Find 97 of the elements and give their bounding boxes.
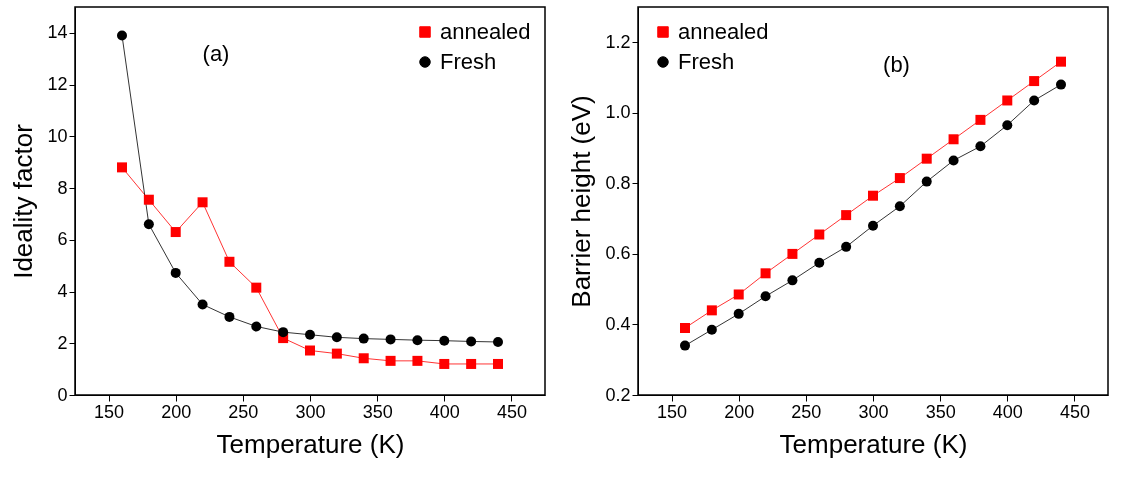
y-tick-label: 0.4 — [605, 313, 631, 334]
point — [412, 355, 423, 366]
y-tick-label: 4 — [57, 281, 68, 302]
point — [143, 219, 154, 230]
point — [1029, 76, 1040, 87]
point — [331, 348, 342, 359]
point — [680, 322, 690, 333]
x-tick-label: 350 — [362, 401, 393, 422]
annotation: (b) — [883, 52, 910, 78]
point — [305, 345, 315, 356]
point — [1056, 56, 1066, 67]
x-tick-label: 350 — [925, 401, 956, 422]
y-axis-title: Barrier height (eV) — [566, 95, 597, 308]
point — [385, 334, 396, 345]
point — [814, 257, 825, 268]
x-tick-label: 150 — [94, 401, 125, 422]
y-tick-label: 14 — [47, 22, 68, 43]
y-tick-label: 10 — [47, 125, 68, 146]
point — [975, 141, 986, 152]
point — [948, 155, 959, 166]
point — [841, 210, 852, 221]
y-tick-label: 1.0 — [605, 102, 631, 123]
legend-label: Fresh — [678, 49, 735, 74]
point — [948, 134, 959, 145]
y-tick-label: 0.8 — [605, 172, 631, 193]
x-tick-label: 300 — [858, 401, 889, 422]
point — [439, 335, 450, 346]
point — [224, 311, 235, 322]
point — [224, 256, 235, 267]
point — [841, 241, 852, 252]
point — [760, 268, 771, 279]
point — [733, 289, 744, 300]
y-tick-label: 0.6 — [605, 243, 631, 264]
point — [921, 176, 932, 187]
point — [466, 336, 477, 347]
point — [814, 229, 825, 240]
point — [1002, 95, 1013, 106]
x-tick-label: 200 — [724, 401, 755, 422]
point — [787, 275, 798, 286]
y-tick-label: 0 — [57, 384, 68, 405]
point — [706, 324, 717, 335]
y-axis-title: Ideality factor — [8, 123, 39, 279]
point — [170, 227, 181, 238]
point — [170, 267, 181, 278]
point — [117, 162, 127, 173]
point — [358, 333, 369, 344]
point — [1056, 79, 1066, 90]
point — [493, 336, 503, 347]
point — [466, 358, 477, 369]
point — [305, 329, 315, 340]
point — [868, 220, 878, 231]
point — [1002, 120, 1013, 131]
point — [358, 353, 369, 364]
x-tick-label: 200 — [161, 401, 192, 422]
point — [921, 153, 932, 164]
point — [439, 358, 450, 369]
x-tick-label: 400 — [992, 401, 1023, 422]
y-tick-label: 0.2 — [605, 384, 631, 405]
point — [197, 299, 208, 310]
x-tick-label: 450 — [1059, 401, 1090, 422]
point — [733, 308, 744, 319]
y-tick-label: 1.2 — [605, 31, 631, 52]
point — [975, 114, 986, 125]
point — [385, 355, 396, 366]
x-axis-title: Temperature (K) — [216, 428, 405, 459]
point — [787, 248, 798, 259]
x-tick-label: 250 — [228, 401, 259, 422]
legend-label: annealed — [440, 19, 531, 44]
x-tick-label: 250 — [791, 401, 822, 422]
point — [412, 335, 423, 346]
point — [706, 305, 717, 316]
y-tick-label: 2 — [57, 332, 68, 353]
point — [894, 173, 905, 184]
point — [331, 332, 342, 343]
x-tick-label: 450 — [496, 401, 527, 422]
point — [117, 30, 127, 41]
point — [894, 201, 905, 212]
point — [760, 291, 771, 302]
y-tick-label: 8 — [57, 177, 68, 198]
x-axis-title: Temperature (K) — [779, 428, 968, 459]
point — [251, 321, 262, 332]
x-tick-label: 150 — [657, 401, 688, 422]
point — [278, 327, 289, 338]
x-tick-label: 400 — [429, 401, 460, 422]
annotation: (a) — [202, 40, 230, 66]
y-tick-label: 6 — [57, 229, 68, 250]
point — [197, 197, 208, 208]
point — [493, 358, 503, 369]
point — [868, 190, 878, 201]
point — [680, 340, 690, 351]
point — [1029, 95, 1040, 106]
y-tick-label: 12 — [47, 74, 68, 95]
x-tick-label: 300 — [295, 401, 326, 422]
point — [143, 194, 154, 205]
legend-label: Fresh — [440, 49, 497, 74]
legend-label: annealed — [678, 19, 769, 44]
point — [251, 282, 262, 293]
